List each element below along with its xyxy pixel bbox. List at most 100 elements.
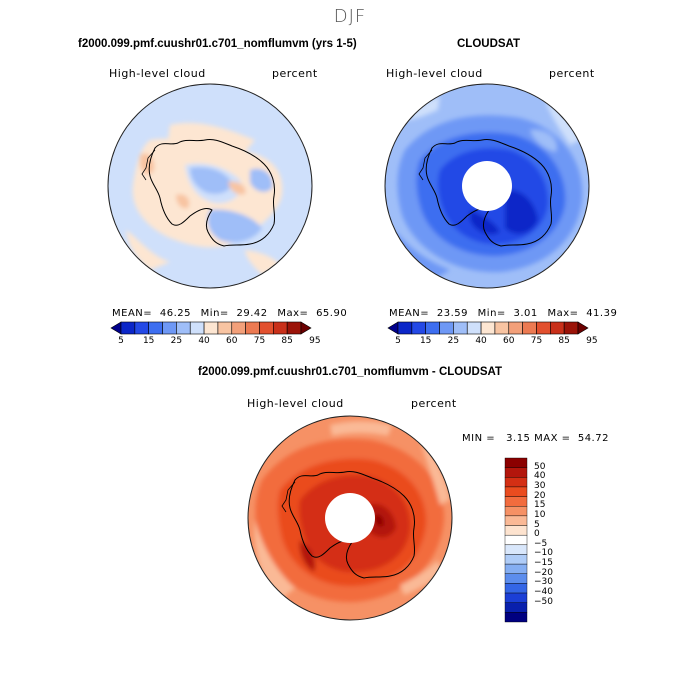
colorbar-tick-label: −10 (534, 548, 553, 559)
figure-title: DJF (333, 6, 367, 27)
colorbar-tick-label: −20 (534, 567, 553, 578)
panel3-pole-hole (325, 493, 375, 543)
colorbar-box (577, 321, 589, 335)
colorbar-box (504, 573, 528, 584)
panel1-coastline-peninsula (141, 149, 156, 181)
colorbar-tick-label: 40 (475, 336, 487, 346)
panel1-coastline (148, 139, 276, 247)
panel2-min-label: Min= (477, 308, 506, 319)
panel3-colorbar-labels: 50 40 30 20 15 10 5 0 −5 −10 −15 −20 −30 −40 −50 (534, 458, 574, 622)
colorbar-tick-label: −5 (534, 538, 548, 549)
panel2-left-label: High-level cloud (386, 67, 483, 80)
panel2-colorbar (387, 321, 589, 335)
colorbar-box (504, 612, 528, 623)
panel3-title: f2000.099.pmf.cuushr01.c701_nomflumvm - … (198, 366, 502, 378)
panel2-coastline (425, 139, 553, 247)
colorbar-tick-label: −50 (534, 596, 553, 607)
panel3-contour-fill (299, 540, 316, 572)
colorbar-tick-label: 15 (419, 336, 432, 346)
colorbar-box (504, 467, 528, 478)
panel2-mean-value: 23.59 (436, 308, 468, 319)
colorbar-tick-label: 30 (534, 480, 546, 491)
colorbar-tick-label: 25 (170, 336, 183, 346)
colorbar-tick-label: 5 (118, 336, 124, 346)
colorbar-tick-label: 15 (534, 500, 546, 511)
colorbar-box (504, 525, 528, 536)
panel2-coastline-peninsula (418, 149, 433, 181)
colorbar-tick-label: 95 (309, 336, 321, 346)
panel1-contour-fill (228, 181, 246, 195)
panel1-left-label: High-level cloud (109, 67, 206, 80)
panel3-colorbar (504, 457, 528, 623)
colorbar-box (504, 602, 528, 613)
panel3-contour-fill (330, 421, 392, 436)
panel1-map-border (107, 83, 313, 289)
colorbar-box (504, 496, 528, 507)
colorbar-tick-label: −40 (534, 587, 553, 598)
panel3-stats: MIN = 3.15 MAX = 54.72 (462, 433, 609, 444)
panel1-title: f2000.099.pmf.cuushr01.c701_nomflumvm (y… (78, 38, 357, 50)
panel1-contour-fill (250, 168, 273, 192)
colorbar-box (504, 583, 528, 594)
colorbar-tick-label: 0 (534, 529, 540, 540)
panel3-contour-fill (420, 440, 450, 505)
colorbar-tick-label: 75 (530, 336, 543, 346)
colorbar-box (504, 563, 528, 574)
panel3-right-label: percent (411, 397, 457, 410)
panel2-title: CLOUDSAT (457, 38, 521, 50)
panel3-contour-fill (374, 514, 384, 527)
panel1-colorbar (110, 321, 312, 335)
colorbar-tick-label: 85 (281, 336, 293, 346)
panel2-contour-fill (530, 129, 557, 152)
colorbar-tick-label: 95 (586, 336, 598, 346)
panel1-stats: MEAN= 46.25 Min= 29.42 Max= 65.90 (112, 308, 347, 319)
panel1-mean-value: 46.25 (159, 308, 191, 319)
colorbar-box (504, 534, 528, 546)
colorbar-tick-label: 25 (447, 336, 460, 346)
panel2-contour-fill (545, 100, 580, 145)
panel2-contour-fill (395, 230, 450, 282)
colorbar-tick-label: 85 (558, 336, 570, 346)
panel2-colorbar-labels: 5 15 25 40 60 75 85 95 (388, 336, 597, 348)
panel3-contour-fill (254, 520, 295, 600)
panel2-min-value: 3.01 (513, 308, 538, 319)
panel2-contour-fill (505, 189, 538, 234)
panel1-contour-fill (190, 167, 232, 194)
panel2-contour-fill (470, 210, 500, 235)
colorbar-tick-label: 15 (142, 336, 155, 346)
panel2-stats: MEAN= 23.59 Min= 3.01 Max= 41.39 (389, 308, 617, 319)
panel1-contour-fill (207, 209, 262, 243)
panel2-map-border (384, 83, 590, 289)
colorbar-box (504, 554, 528, 565)
colorbar-tick-label: 40 (198, 336, 210, 346)
colorbar-tick-label: 60 (226, 336, 238, 346)
colorbar-tick-label: 20 (534, 490, 546, 501)
panel1-contour-fill (126, 230, 170, 270)
panel1-right-label: percent (272, 67, 318, 80)
colorbar-tick-label: 75 (253, 336, 266, 346)
colorbar-box (300, 321, 312, 335)
panel2-mean-label: MEAN= (389, 308, 430, 319)
colorbar-tick-label: −30 (534, 577, 553, 588)
panel3-left-label: High-level cloud (247, 397, 344, 410)
colorbar-tick-label: 50 (534, 461, 546, 472)
colorbar-box (504, 515, 528, 526)
colorbar-box (504, 544, 528, 555)
colorbar-box (504, 592, 528, 603)
panel2-pole-hole (462, 161, 512, 211)
colorbar-tick-label: 10 (534, 509, 546, 520)
panel3-coastline (288, 471, 416, 579)
panel2-max-label: Max= (547, 308, 579, 319)
colorbar-tick-label: 5 (534, 519, 540, 530)
panel1-contour-fill (176, 194, 190, 209)
colorbar-box (504, 506, 528, 517)
colorbar-box (504, 486, 528, 497)
panel1-contour-fill (168, 122, 255, 152)
panel1-max-value: 65.90 (316, 308, 348, 319)
colorbar-tick-label: −15 (534, 558, 553, 569)
colorbar-tick-label: 40 (534, 471, 546, 482)
panel3-contour-fill (400, 560, 442, 595)
